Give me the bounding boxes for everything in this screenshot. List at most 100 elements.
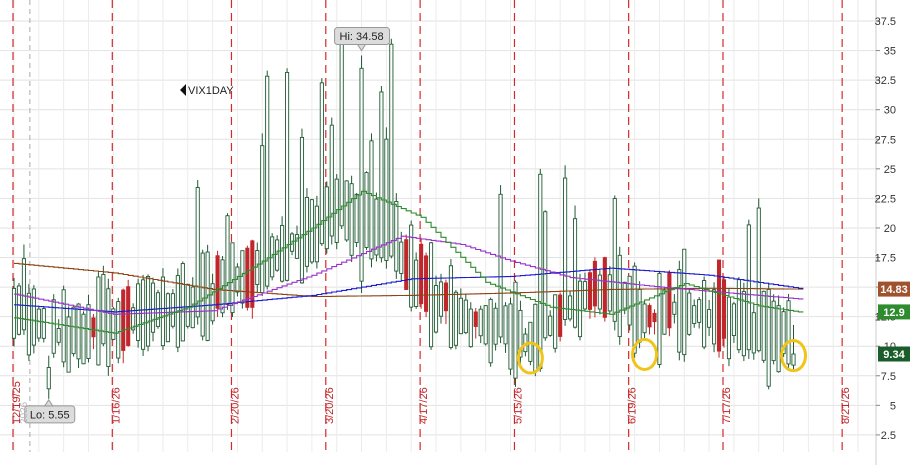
candle-body[interactable] [131,307,136,331]
candle-body[interactable] [165,293,170,343]
candle-body[interactable] [741,291,746,357]
candle-body[interactable] [31,288,36,346]
candle-body[interactable] [582,281,588,310]
candle-body[interactable] [677,269,682,353]
candle-body[interactable] [409,224,414,308]
candle-body[interactable] [160,276,166,347]
candle-body[interactable] [76,303,81,360]
candle-body[interactable] [503,305,508,345]
candle-body[interactable] [438,281,444,317]
candle-body[interactable] [349,183,354,256]
candle-body[interactable] [577,280,583,338]
candle-body[interactable] [687,292,692,335]
candle-body[interactable] [697,299,702,323]
candle-body[interactable] [329,124,334,237]
candle-body[interactable] [587,272,592,310]
candle-body[interactable] [458,297,463,335]
candle-body[interactable] [568,295,573,320]
candle-body[interactable] [642,303,647,334]
candle-body[interactable] [453,291,458,346]
candle-body[interactable] [404,239,409,290]
candle-body[interactable] [572,218,578,328]
candle-body[interactable] [46,367,51,390]
candle-body[interactable] [195,187,200,318]
candle-body[interactable] [707,309,712,328]
candle-body[interactable] [726,296,732,360]
candle-body[interactable] [716,259,722,352]
candle-body[interactable] [66,316,71,373]
candle-body[interactable] [399,241,404,274]
candle-body[interactable] [101,273,106,345]
candle-body[interactable] [632,265,637,354]
candle-body[interactable] [637,289,642,343]
candle-body[interactable] [558,294,563,337]
candle-body[interactable] [433,285,439,333]
candle-body[interactable] [121,289,126,351]
candle-body[interactable] [379,91,384,259]
candle-body[interactable] [71,306,76,355]
candle-body[interactable] [250,240,255,308]
candle-body[interactable] [776,305,781,373]
candle-body[interactable] [285,71,290,281]
candle-body[interactable] [736,279,741,351]
candle-body[interactable] [786,300,791,365]
candle-body[interactable] [702,280,707,348]
candle-body[interactable] [493,307,498,345]
candle-body[interactable] [394,201,399,272]
candle-body[interactable] [314,205,319,263]
candle-body[interactable] [230,242,235,314]
candle-body[interactable] [597,274,602,310]
candle-body[interactable] [712,289,717,345]
candle-body[interactable] [627,275,632,326]
candle-body[interactable] [180,263,185,342]
candle-body[interactable] [200,252,205,337]
candle-body[interactable] [96,276,101,366]
candle-body[interactable] [563,177,568,320]
candle-body[interactable] [483,305,488,345]
candle-body[interactable] [652,312,657,323]
candle-body[interactable] [354,193,359,243]
candle-body[interactable] [756,207,761,352]
candle-body[interactable] [126,286,131,346]
candle-body[interactable] [424,255,429,312]
candle-body[interactable] [141,279,146,350]
candle-body[interactable] [146,275,151,347]
candle-body[interactable] [533,303,538,372]
candle-body[interactable] [116,301,121,359]
candle-body[interactable] [210,283,215,322]
candle-body[interactable] [791,353,796,366]
candle-body[interactable] [21,258,26,331]
candle-body[interactable] [260,145,265,294]
candle-body[interactable] [731,303,736,336]
candle-body[interactable] [280,225,285,282]
candle-body[interactable] [592,260,597,307]
candle-body[interactable] [185,283,190,327]
candle-body[interactable] [548,315,553,336]
candle-body[interactable] [617,254,622,338]
candle-body[interactable] [275,239,280,271]
candle-body[interactable] [86,304,91,360]
candle-body[interactable] [51,299,56,354]
candle-body[interactable] [374,198,379,256]
candle-body[interactable] [443,282,449,312]
candle-body[interactable] [369,140,374,260]
candle-body[interactable] [419,243,424,305]
candle-body[interactable] [781,311,786,355]
candle-body[interactable] [26,292,31,356]
candle-body[interactable] [518,309,523,358]
candle-body[interactable] [344,180,349,241]
candle-body[interactable] [136,283,141,341]
candle-body[interactable] [468,308,473,348]
candle-body[interactable] [602,257,607,318]
candle-body[interactable] [766,288,771,387]
candle-body[interactable] [16,285,22,335]
candle-body[interactable] [111,308,116,340]
candle-body[interactable] [662,289,667,335]
candle-body[interactable] [319,82,324,245]
candle-body[interactable] [508,303,513,370]
candle-body[interactable] [543,211,548,339]
candle-body[interactable] [538,173,543,370]
candle-body[interactable] [667,272,672,329]
candle-body[interactable] [553,294,558,349]
